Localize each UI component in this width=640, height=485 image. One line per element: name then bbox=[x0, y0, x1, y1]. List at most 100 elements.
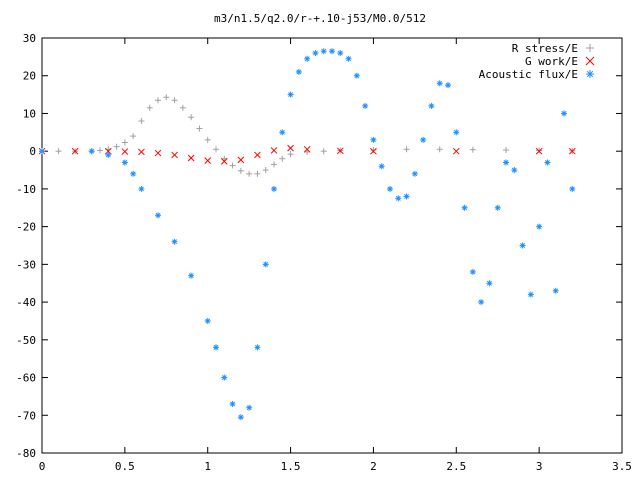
y-tick-label: -70 bbox=[16, 409, 36, 422]
data-point bbox=[121, 139, 128, 146]
data-point bbox=[337, 50, 344, 57]
series-2 bbox=[39, 48, 576, 421]
data-point bbox=[246, 170, 253, 177]
data-point bbox=[436, 146, 443, 153]
data-point bbox=[569, 185, 576, 192]
data-point bbox=[411, 170, 418, 177]
data-point bbox=[428, 102, 435, 109]
data-point bbox=[88, 148, 95, 155]
data-point bbox=[494, 204, 501, 211]
data-point bbox=[329, 48, 335, 55]
data-point bbox=[503, 147, 509, 154]
y-tick-label: 10 bbox=[23, 107, 36, 120]
legend-marker bbox=[586, 70, 594, 78]
data-point bbox=[362, 102, 369, 109]
data-point bbox=[237, 167, 244, 174]
data-point bbox=[436, 80, 443, 87]
data-point bbox=[287, 91, 294, 98]
data-point bbox=[71, 147, 79, 155]
data-point bbox=[204, 157, 212, 164]
data-point bbox=[287, 151, 294, 158]
data-point bbox=[395, 195, 402, 202]
data-point bbox=[536, 147, 543, 154]
data-point bbox=[188, 272, 195, 279]
data-point bbox=[146, 104, 153, 111]
data-point bbox=[138, 118, 145, 124]
y-tick-label: -30 bbox=[16, 258, 36, 271]
data-point bbox=[155, 97, 161, 104]
data-point bbox=[370, 136, 377, 143]
data-point bbox=[188, 114, 195, 121]
data-point bbox=[246, 404, 253, 411]
data-point bbox=[568, 147, 576, 155]
data-point bbox=[519, 242, 526, 249]
data-point bbox=[187, 154, 195, 162]
data-point bbox=[279, 129, 286, 136]
data-point bbox=[378, 163, 385, 170]
data-point bbox=[387, 185, 393, 192]
data-point bbox=[171, 238, 178, 245]
data-point bbox=[138, 148, 145, 156]
data-point bbox=[312, 50, 319, 57]
series-1 bbox=[38, 144, 576, 165]
data-point bbox=[138, 185, 145, 192]
data-point bbox=[486, 280, 493, 287]
axis-ticks: 0 0.5 1 1.5 2 2.5 3 3.5 -80 -70 -60 -50 -40 -30 -20 -10… bbox=[16, 32, 632, 473]
data-point bbox=[221, 374, 228, 381]
y-tick-label: 0 bbox=[29, 145, 36, 158]
legend-label: G work/E bbox=[525, 55, 578, 68]
data-point bbox=[403, 146, 410, 153]
data-point bbox=[204, 136, 211, 143]
data-point bbox=[345, 55, 352, 62]
data-point bbox=[154, 149, 162, 157]
data-point bbox=[237, 156, 245, 164]
data-point bbox=[213, 344, 219, 351]
data-point bbox=[271, 185, 277, 192]
data-point bbox=[204, 317, 211, 324]
plot-frame bbox=[41, 37, 623, 454]
data-point bbox=[370, 147, 377, 155]
data-point bbox=[105, 151, 112, 158]
x-tick-label: 0 bbox=[39, 460, 46, 473]
data-point bbox=[262, 167, 269, 174]
data-point bbox=[271, 161, 277, 168]
data-point bbox=[254, 170, 261, 177]
legend-label: Acoustic flux/E bbox=[479, 68, 578, 81]
data-point bbox=[55, 148, 62, 155]
y-tick-label: -80 bbox=[16, 447, 36, 460]
data-point bbox=[527, 291, 534, 298]
data-point bbox=[179, 104, 186, 111]
data-point bbox=[469, 268, 476, 275]
data-point bbox=[196, 125, 203, 132]
data-point bbox=[370, 147, 377, 154]
y-tick-label: -40 bbox=[16, 296, 36, 309]
data-point bbox=[320, 48, 327, 55]
data-point bbox=[121, 148, 129, 155]
data-point bbox=[254, 151, 261, 159]
y-tick-label: -50 bbox=[16, 334, 36, 347]
data-point bbox=[552, 287, 559, 294]
y-tick-label: -60 bbox=[16, 372, 36, 385]
data-point bbox=[445, 82, 451, 89]
series-0 bbox=[39, 94, 576, 177]
data-point bbox=[295, 68, 302, 75]
chart-title: m3/n1.5/q2.0/r-+.10-j53/M0.0/512 bbox=[214, 12, 426, 25]
x-tick-label: 3 bbox=[536, 460, 543, 473]
x-tick-label: 2.5 bbox=[446, 460, 466, 473]
data-point bbox=[97, 147, 103, 154]
data-point bbox=[229, 400, 236, 407]
legend-marker bbox=[585, 56, 595, 66]
x-tick-label: 3.5 bbox=[612, 460, 632, 473]
data-point bbox=[453, 129, 460, 136]
data-point bbox=[254, 344, 261, 351]
data-point bbox=[279, 155, 286, 162]
data-point bbox=[130, 133, 137, 140]
data-point bbox=[469, 146, 476, 153]
data-point bbox=[303, 145, 311, 153]
data-point bbox=[113, 143, 120, 150]
data-point bbox=[544, 159, 551, 166]
data-point bbox=[213, 146, 219, 153]
x-tick-label: 2 bbox=[370, 460, 377, 473]
x-tick-label: 1 bbox=[204, 460, 211, 473]
